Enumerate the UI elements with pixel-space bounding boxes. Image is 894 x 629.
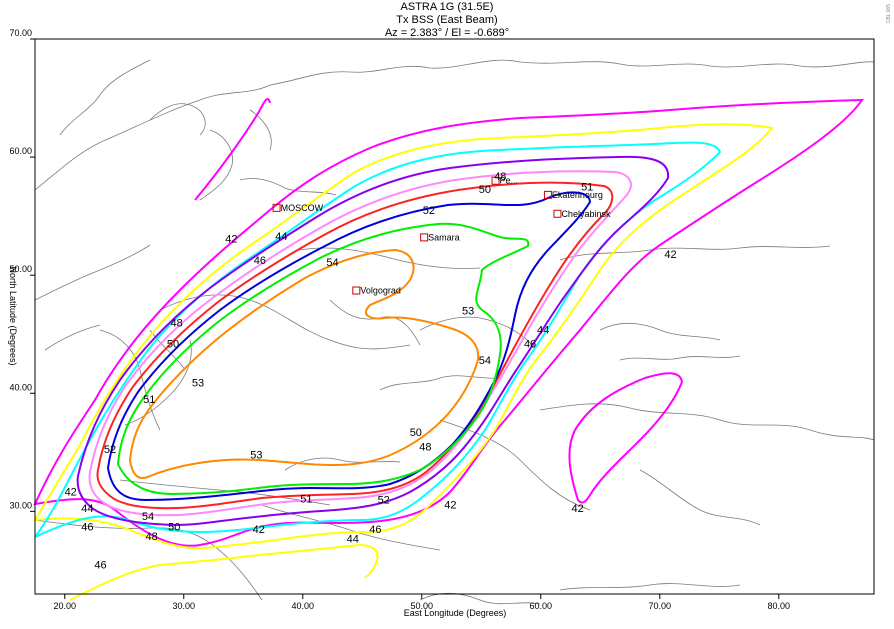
- contour-42-asia: [568, 372, 684, 504]
- contour-level-label: 48: [419, 441, 431, 453]
- x-tick-label: 70.00: [649, 601, 672, 611]
- contour-level-label: 50: [479, 184, 491, 196]
- x-axis-label: East Longitude (Degrees): [404, 608, 507, 618]
- contour-lines: [33, 98, 864, 601]
- contour-52: [106, 191, 592, 502]
- contour-level-label: 52: [423, 205, 435, 217]
- city-label: Samara: [428, 232, 460, 242]
- contour-level-label: 46: [81, 522, 93, 534]
- contour-level-label: 54: [479, 355, 491, 367]
- x-tick-label: 60.00: [530, 601, 553, 611]
- city-label: Volgograd: [360, 286, 401, 296]
- city-marker: [553, 209, 562, 218]
- axis-ticks: 20.00 30.00 40.00 50.00 60.00 70.00 80.00 30.00…: [9, 28, 790, 611]
- chart-title: ASTRA 1G (31.5E): [400, 1, 494, 13]
- contour-level-label: 51: [143, 394, 155, 406]
- contour-level-label: 42: [253, 524, 265, 536]
- contour-44-south: [69, 543, 379, 601]
- city-label: Ekaterinourg: [552, 190, 603, 200]
- contour-48: [76, 155, 670, 527]
- contour-level-label: 50: [410, 427, 422, 439]
- contour-level-label: 44: [537, 324, 549, 336]
- contour-42-north-tail: [194, 98, 271, 201]
- contour-level-label: 42: [664, 249, 676, 261]
- plot-frame: [34, 38, 875, 595]
- y-tick-label: 60.00: [9, 146, 32, 156]
- contour-44: [33, 123, 774, 550]
- contour-level-label: 42: [572, 503, 584, 515]
- city-marker: [352, 286, 361, 295]
- contour-level-label: 48: [146, 531, 158, 543]
- city-marker: [543, 190, 552, 199]
- contour-level-label: 48: [494, 171, 506, 183]
- contour-level-label: 53: [250, 450, 262, 462]
- y-tick-label: 70.00: [9, 28, 32, 38]
- x-tick-label: 80.00: [768, 601, 791, 611]
- contour-53: [116, 222, 530, 496]
- y-tick-label: 40.00: [9, 382, 32, 392]
- city-label: MOSCOW: [281, 203, 324, 213]
- city-label: Pe...: [500, 176, 519, 186]
- contour-level-label: 46: [369, 524, 381, 536]
- contour-level-label: 44: [275, 231, 287, 243]
- contour-level-label: 51: [300, 493, 312, 505]
- basemap-outlines: [34, 59, 875, 605]
- contour-level-label: 53: [192, 378, 204, 390]
- contour-50: [88, 170, 632, 517]
- contour-level-label: 42: [444, 499, 456, 511]
- contour-level-label: 44: [347, 534, 359, 546]
- contour-level-label: 54: [142, 511, 154, 523]
- contour-level-label: 54: [326, 257, 338, 269]
- contour-level-label: 44: [81, 503, 93, 515]
- contour-level-label: 48: [170, 317, 182, 329]
- contour-42-main: [33, 98, 864, 547]
- y-tick-label: 30.00: [9, 500, 32, 510]
- x-tick-label: 50.00: [411, 601, 434, 611]
- city-label: Chelyabinsk: [561, 209, 611, 219]
- city-marker: [420, 233, 429, 242]
- cities-layer: MOSCOW Samara Volgograd Pe... Ekaterinourg Ch…: [272, 176, 611, 296]
- x-tick-label: 40.00: [292, 601, 315, 611]
- contour-level-label: 53: [462, 306, 474, 318]
- pointing-readout: Az = 2.383° / El = -0.689°: [384, 27, 510, 39]
- chart-subtitle: Tx BSS (East Beam): [396, 14, 498, 26]
- city-marker: [272, 203, 281, 212]
- contour-level-label: 42: [65, 486, 77, 498]
- city-marker: [491, 176, 500, 185]
- contour-level-label: 52: [378, 495, 390, 507]
- contour-level-label: 52: [104, 444, 116, 456]
- x-tick-label: 20.00: [53, 601, 76, 611]
- contour-level-label: 46: [94, 559, 106, 571]
- contour-level-label: 50: [168, 522, 180, 534]
- contour-51: [96, 181, 614, 510]
- contour-level-label: 42: [225, 234, 237, 246]
- y-tick-label: 50.00: [9, 264, 32, 274]
- contour-level-label: 46: [254, 255, 266, 267]
- contour-54: [128, 248, 480, 479]
- contour-level-label: 46: [524, 339, 536, 351]
- contour-level-label: 51: [581, 182, 593, 194]
- y-axis-label: North Latitude (Degrees): [8, 266, 18, 365]
- x-tick-label: 30.00: [172, 601, 195, 611]
- contour-level-label: 50: [167, 339, 179, 351]
